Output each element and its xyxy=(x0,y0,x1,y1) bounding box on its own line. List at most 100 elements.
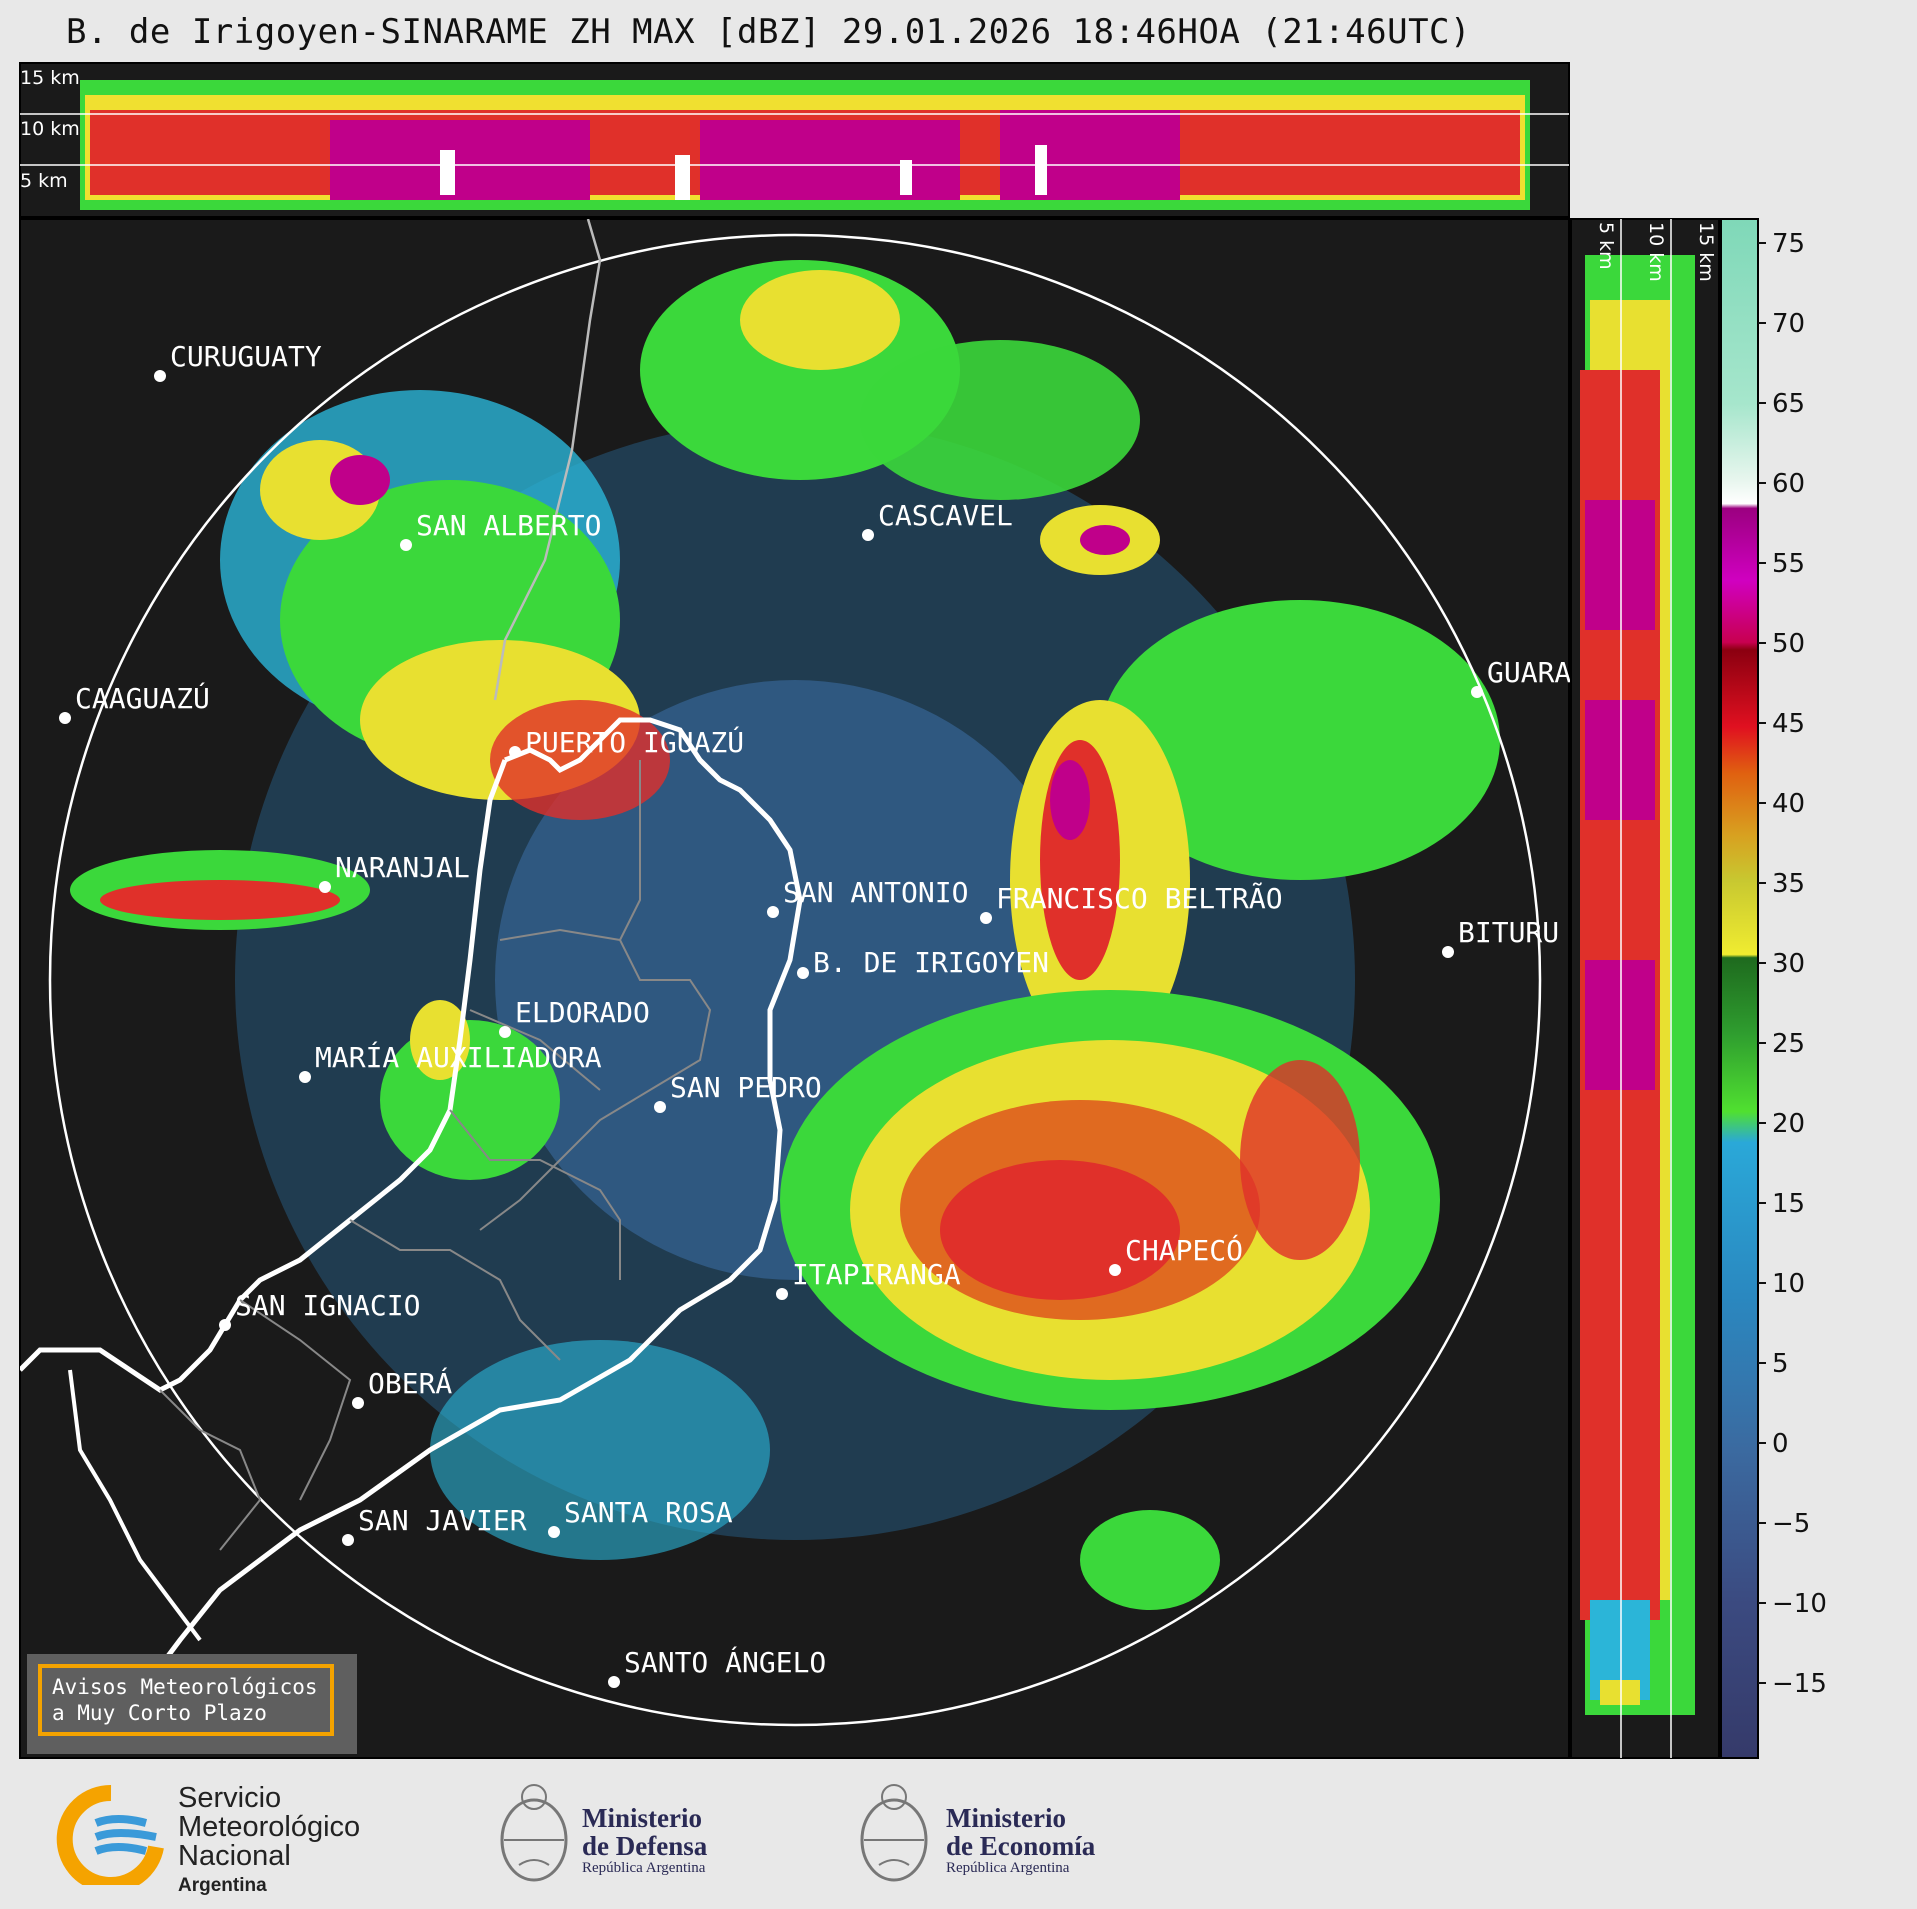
city-b-de-irigoyen: B. DE IRIGOYEN xyxy=(797,946,1049,979)
colorbar-tick-label: 55 xyxy=(1772,549,1805,579)
colorbar-tick-label: 15 xyxy=(1772,1189,1805,1219)
argentina-paraguay-border xyxy=(20,759,508,1393)
river-border xyxy=(68,1369,202,1642)
colorbar-tick-label: 35 xyxy=(1772,869,1805,899)
defensa-line-3: República Argentina xyxy=(582,1860,706,1876)
defensa-shield-icon xyxy=(500,1784,568,1882)
svg-text:CURUGUATY: CURUGUATY xyxy=(170,340,322,373)
city-francisco-beltrao: FRANCISCO BELTRÃO xyxy=(980,882,1283,924)
top-label-15km: 15 km xyxy=(20,67,80,89)
economia-shield-icon xyxy=(860,1784,928,1882)
city-san-javier: SAN JAVIER xyxy=(342,1504,527,1546)
borders-layer xyxy=(20,219,803,1682)
colorbar-tick-label: 30 xyxy=(1772,949,1805,979)
city-san-alberto: SAN ALBERTO xyxy=(400,509,601,551)
colorbar-tick-label: 5 xyxy=(1772,1349,1789,1379)
svg-text:ITAPIRANGA: ITAPIRANGA xyxy=(792,1258,961,1291)
svg-text:SAN ALBERTO: SAN ALBERTO xyxy=(416,509,601,542)
colorbar-tick-label: 60 xyxy=(1772,469,1805,499)
svg-text:OBERÁ: OBERÁ xyxy=(368,1366,452,1400)
warning-badge[interactable]: Avisos Meteorológicos a Muy Corto Plazo xyxy=(27,1654,357,1754)
city-cascavel: CASCAVEL xyxy=(862,499,1013,541)
radar-range-ring xyxy=(48,233,1542,1727)
city-puerto-iguazu: PUERTO IGUAZÚ xyxy=(509,725,744,759)
smn-line-4: Argentina xyxy=(178,1875,267,1896)
colorbar-tick-label: 10 xyxy=(1772,1269,1805,1299)
city-san-antonio: SAN ANTONIO xyxy=(767,876,968,918)
warning-line-2: a Muy Corto Plazo xyxy=(52,1701,267,1725)
top-echo-layer xyxy=(80,80,1530,210)
smn-line-1: Servicio xyxy=(178,1782,282,1814)
top-cross-section: 15 km 10 km 5 km xyxy=(19,62,1570,218)
svg-text:SANTA ROSA: SANTA ROSA xyxy=(564,1496,733,1529)
svg-text:PUERTO IGUAZÚ: PUERTO IGUAZÚ xyxy=(525,725,744,759)
city-obera: OBERÁ xyxy=(352,1366,452,1409)
svg-text:SAN JAVIER: SAN JAVIER xyxy=(358,1504,527,1537)
economia-line-1: Ministerio xyxy=(946,1803,1066,1833)
smn-logo-text: Servicio Meteorológico Nacional Argentin… xyxy=(178,1784,360,1900)
colorbar-tick-label: 70 xyxy=(1772,309,1805,339)
svg-text:SANTO ÁNGELO: SANTO ÁNGELO xyxy=(624,1645,826,1679)
city-markers: CURUGUATY SAN ALBERTO CASCAVEL CAAGUAZÚ … xyxy=(59,340,1571,1688)
svg-text:BITURU: BITURU xyxy=(1458,916,1559,949)
smn-line-2: Meteorológico xyxy=(178,1811,361,1843)
right-label-5km: 5 km xyxy=(1595,222,1617,270)
city-itapiranga: ITAPIRANGA xyxy=(776,1258,961,1300)
colorbar-tick-label: −10 xyxy=(1772,1589,1827,1619)
economia-line-3: República Argentina xyxy=(946,1860,1070,1876)
defensa-line-2: de Defensa xyxy=(582,1831,708,1861)
economia-logo-text: Ministerio de Economía República Argenti… xyxy=(946,1804,1095,1877)
province-departments xyxy=(159,760,712,1551)
city-curuguaty: CURUGUATY xyxy=(154,340,322,382)
warning-badge-border: Avisos Meteorológicos a Muy Corto Plazo xyxy=(38,1664,334,1736)
city-naranjal: NARANJAL xyxy=(319,851,470,893)
city-guara: GUARA xyxy=(1471,656,1571,698)
defensa-line-1: Ministerio xyxy=(582,1803,702,1833)
defensa-logo-text: Ministerio de Defensa República Argentin… xyxy=(582,1804,707,1877)
svg-text:MARÍA AUXILIADORA: MARÍA AUXILIADORA xyxy=(315,1040,602,1074)
city-chapeco: CHAPECÓ xyxy=(1109,1233,1243,1276)
colorbar-tick-label: −15 xyxy=(1772,1669,1827,1699)
city-bituru: BITURU xyxy=(1442,916,1559,958)
city-caaguazu: CAAGUAZÚ xyxy=(59,681,210,724)
svg-text:ELDORADO: ELDORADO xyxy=(515,996,650,1029)
svg-text:GUARA: GUARA xyxy=(1487,656,1571,689)
right-echo-layer xyxy=(1580,255,1695,1715)
warning-line-1: Avisos Meteorológicos xyxy=(52,1675,318,1699)
svg-text:CAAGUAZÚ: CAAGUAZÚ xyxy=(75,681,210,715)
right-cross-section: 5 km 10 km 15 km xyxy=(1570,218,1720,1759)
city-san-pedro: SAN PEDRO xyxy=(654,1071,822,1113)
argentina-brazil-border xyxy=(148,717,803,1682)
map-title: B. de Irigoyen-SINARAME ZH MAX [dBZ] 29.… xyxy=(66,12,1471,52)
svg-text:CASCAVEL: CASCAVEL xyxy=(878,499,1013,532)
colorbar-tick-label: −5 xyxy=(1772,1509,1810,1539)
right-label-15km: 15 km xyxy=(1695,222,1717,282)
svg-text:B. DE IRIGOYEN: B. DE IRIGOYEN xyxy=(813,946,1049,979)
svg-text:NARANJAL: NARANJAL xyxy=(335,851,470,884)
top-label-10km: 10 km xyxy=(20,118,80,140)
colorbar-tick-label: 75 xyxy=(1772,229,1805,259)
city-eldorado: ELDORADO xyxy=(499,996,650,1038)
economia-line-2: de Economía xyxy=(946,1831,1096,1861)
colorbar-tick-label: 25 xyxy=(1772,1029,1805,1059)
main-map-panel: CURUGUATY SAN ALBERTO CASCAVEL CAAGUAZÚ … xyxy=(19,218,1571,1759)
svg-text:FRANCISCO BELTRÃO: FRANCISCO BELTRÃO xyxy=(996,882,1283,915)
svg-text:SAN IGNACIO: SAN IGNACIO xyxy=(235,1289,420,1322)
colorbar-tick-label: 65 xyxy=(1772,389,1805,419)
city-santa-rosa: SANTA ROSA xyxy=(548,1496,733,1538)
smn-logo-icon xyxy=(56,1785,164,1885)
top-label-5km: 5 km xyxy=(20,170,68,192)
city-santo-angelo: SANTO ÁNGELO xyxy=(608,1645,826,1688)
colorbar-tick-label: 45 xyxy=(1772,709,1805,739)
svg-text:SAN ANTONIO: SAN ANTONIO xyxy=(783,876,968,909)
colorbar-tick-label: 50 xyxy=(1772,629,1805,659)
radar-echo-layer xyxy=(70,260,1500,1610)
right-label-10km: 10 km xyxy=(1645,222,1667,282)
colorbar-tick-label: 40 xyxy=(1772,789,1805,819)
paraguay-brazil-border xyxy=(493,219,602,701)
city-san-ignacio: SAN IGNACIO xyxy=(219,1289,420,1331)
smn-line-3: Nacional xyxy=(178,1840,291,1872)
